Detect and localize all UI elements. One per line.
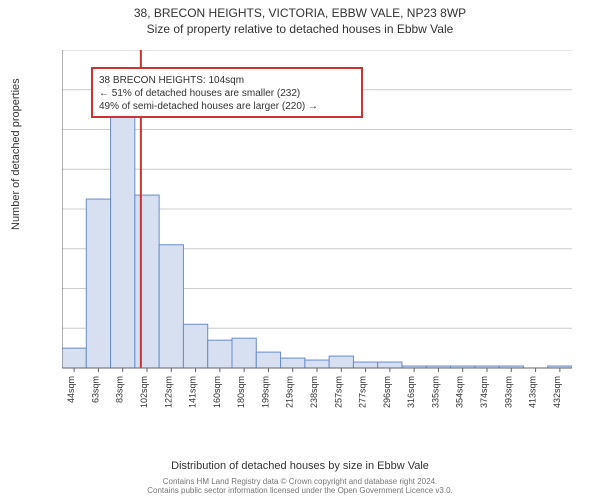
histogram-bar xyxy=(353,362,377,368)
histogram-chart: 020406080100120140160 44sqm63sqm83sqm102… xyxy=(62,50,572,410)
x-tick-label: 219sqm xyxy=(285,376,295,408)
x-tick-label: 413sqm xyxy=(528,376,538,408)
x-tick-label: 160sqm xyxy=(212,376,222,408)
x-tick-label: 83sqm xyxy=(115,376,125,403)
x-tick-label: 44sqm xyxy=(66,376,76,403)
x-tick-label: 432sqm xyxy=(552,376,562,408)
x-tick-label: 296sqm xyxy=(382,376,392,408)
callout-line: ← 51% of detached houses are smaller (23… xyxy=(99,88,300,99)
histogram-bar xyxy=(183,324,207,368)
attribution-footer: Contains HM Land Registry data © Crown c… xyxy=(0,477,600,496)
footer-line-2: Contains public sector information licen… xyxy=(0,486,600,496)
histogram-bar xyxy=(86,199,110,368)
title-sub: Size of property relative to detached ho… xyxy=(0,22,600,36)
x-tick-label: 238sqm xyxy=(309,376,319,408)
histogram-bar xyxy=(208,340,232,368)
histogram-bar xyxy=(62,348,86,368)
histogram-bar xyxy=(281,358,305,368)
x-tick-label: 316sqm xyxy=(406,376,416,408)
x-tick-label: 393sqm xyxy=(503,376,513,408)
x-tick-label: 257sqm xyxy=(333,376,343,408)
title-main: 38, BRECON HEIGHTS, VICTORIA, EBBW VALE,… xyxy=(0,6,600,20)
callout-line: 38 BRECON HEIGHTS: 104sqm xyxy=(99,75,244,86)
histogram-bar xyxy=(232,338,256,368)
x-tick-label: 199sqm xyxy=(260,376,270,408)
x-tick-label: 180sqm xyxy=(236,376,246,408)
footer-line-1: Contains HM Land Registry data © Crown c… xyxy=(0,477,600,487)
histogram-bar xyxy=(256,352,280,368)
histogram-bar xyxy=(159,245,183,368)
callout-line: 49% of semi-detached houses are larger (… xyxy=(99,101,318,112)
histogram-bar xyxy=(329,356,353,368)
y-axis-label: Number of detached properties xyxy=(10,78,22,230)
x-tick-label: 141sqm xyxy=(188,376,198,408)
chart-svg: 020406080100120140160 44sqm63sqm83sqm102… xyxy=(62,50,572,410)
x-tick-label: 122sqm xyxy=(163,376,173,408)
x-tick-label: 102sqm xyxy=(139,376,149,408)
histogram-bar xyxy=(305,360,329,368)
x-tick-label: 335sqm xyxy=(430,376,440,408)
x-tick-label: 374sqm xyxy=(479,376,489,408)
callout-box: 38 BRECON HEIGHTS: 104sqm ← 51% of detach… xyxy=(92,68,362,117)
x-tick-label: 277sqm xyxy=(358,376,368,408)
x-tick-label: 354sqm xyxy=(455,376,465,408)
histogram-bar xyxy=(378,362,402,368)
histogram-bar xyxy=(135,195,159,368)
x-tick-label: 63sqm xyxy=(90,376,100,403)
x-axis-title: Distribution of detached houses by size … xyxy=(0,460,600,472)
